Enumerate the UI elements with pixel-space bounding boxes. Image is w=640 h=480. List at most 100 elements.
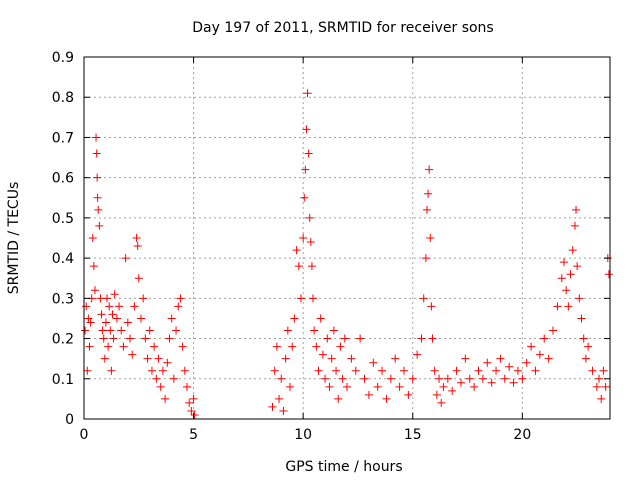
y-tick-label: 0: [65, 412, 74, 428]
y-tick-label: 0.3: [52, 291, 74, 307]
data-point: [108, 310, 117, 319]
y-tick-label: 0.8: [52, 90, 74, 106]
data-point: [95, 221, 104, 230]
data-point: [290, 314, 299, 323]
data-point: [427, 302, 436, 311]
data-point: [351, 366, 360, 375]
data-point: [133, 242, 142, 251]
data-point: [183, 382, 192, 391]
data-point: [82, 302, 91, 311]
data-point: [404, 390, 413, 399]
data-point: [296, 294, 305, 303]
data-point: [156, 382, 165, 391]
data-point: [426, 234, 435, 242]
data-point: [443, 374, 452, 383]
data-point: [185, 398, 194, 407]
data-point: [391, 354, 400, 363]
data-point: [329, 326, 338, 335]
data-point: [115, 302, 124, 311]
data-point: [347, 354, 356, 363]
data-point: [568, 246, 577, 255]
data-point: [312, 342, 321, 351]
data-point: [601, 382, 610, 391]
data-point: [294, 262, 303, 271]
data-point: [562, 286, 571, 295]
data-point: [557, 274, 566, 283]
data-point: [300, 193, 309, 202]
data-point: [85, 342, 94, 351]
data-point: [572, 205, 581, 214]
data-point: [132, 234, 141, 242]
data-point: [430, 366, 439, 375]
data-point: [566, 270, 575, 279]
data-point: [584, 342, 593, 351]
data-point: [93, 173, 102, 182]
data-point: [161, 394, 170, 403]
data-point: [169, 374, 178, 383]
data-point: [110, 290, 119, 299]
data-point: [167, 314, 176, 323]
data-point: [112, 314, 121, 323]
data-point: [496, 354, 505, 363]
data-point: [86, 318, 95, 327]
x-axis-label: GPS time / hours: [285, 459, 402, 475]
data-point: [178, 342, 187, 351]
data-point: [272, 342, 281, 351]
data-point: [327, 354, 336, 363]
data-point: [570, 221, 579, 230]
y-tick-label: 0.2: [52, 332, 74, 348]
data-point: [439, 382, 448, 391]
data-point: [527, 342, 536, 351]
y-tick-label: 0.5: [52, 211, 74, 227]
data-point: [92, 149, 101, 158]
data-point: [187, 406, 196, 415]
data-point: [316, 314, 325, 323]
y-axis-label: SRMTID / TECUs: [6, 182, 22, 295]
x-tick-label: 10: [294, 427, 312, 443]
data-point: [513, 366, 522, 375]
data-point: [369, 358, 378, 367]
data-point: [573, 262, 582, 271]
data-point: [360, 374, 369, 383]
data-point: [364, 390, 373, 399]
data-point: [325, 382, 334, 391]
data-point: [303, 89, 312, 98]
data-point: [163, 358, 172, 367]
data-point: [305, 213, 314, 222]
data-point: [378, 366, 387, 375]
data-point: [432, 390, 441, 399]
data-point: [275, 394, 284, 403]
data-point: [549, 326, 558, 335]
y-tick-label: 0.1: [52, 372, 74, 388]
data-point: [89, 262, 98, 271]
data-point: [334, 394, 343, 403]
data-point: [544, 354, 553, 363]
data-point: [117, 326, 126, 335]
data-point: [302, 125, 311, 134]
data-point: [83, 366, 92, 375]
data-point: [448, 386, 457, 395]
data-point: [88, 234, 97, 242]
data-point: [492, 366, 501, 375]
data-point: [143, 354, 152, 363]
data-point: [452, 366, 461, 375]
data-point: [509, 378, 518, 387]
data-point: [279, 406, 288, 415]
data-point: [518, 374, 527, 383]
data-point: [277, 374, 286, 383]
data-point: [109, 334, 118, 343]
data-point: [540, 334, 549, 343]
data-point: [522, 358, 531, 367]
data-point: [158, 366, 167, 375]
data-point: [592, 382, 601, 391]
data-point: [98, 326, 107, 335]
data-point: [437, 398, 446, 407]
data-point: [332, 366, 341, 375]
data-point: [105, 302, 114, 311]
data-point: [425, 165, 434, 174]
data-point: [165, 334, 174, 343]
data-point: [456, 378, 465, 387]
data-point: [301, 165, 310, 174]
data-point: [323, 334, 332, 343]
